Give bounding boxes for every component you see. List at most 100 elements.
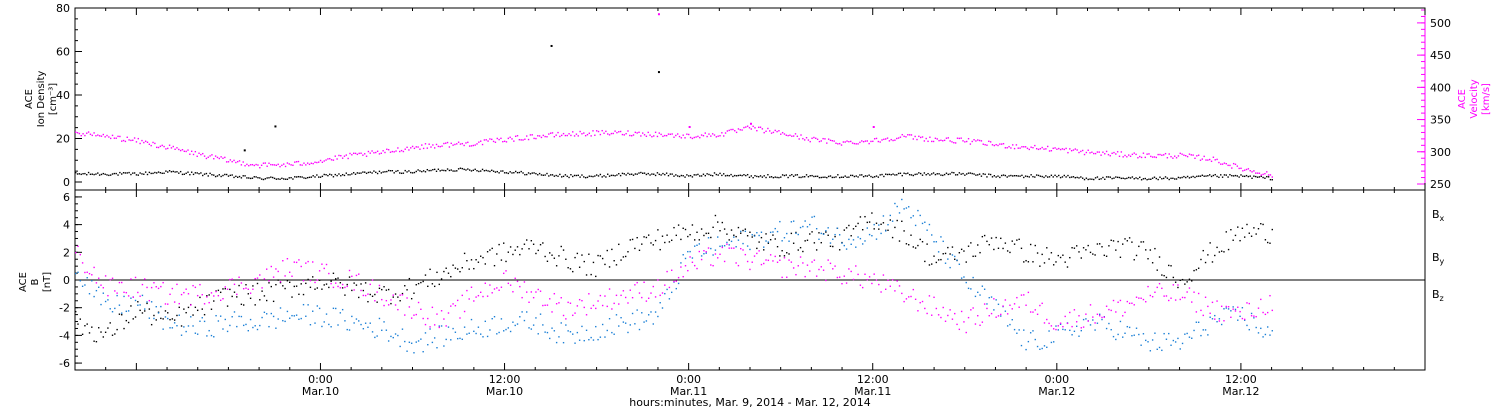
- data-point: [887, 224, 889, 226]
- data-point: [901, 174, 903, 177]
- data-point: [1070, 176, 1073, 178]
- data-point: [1175, 178, 1178, 180]
- data-point: [385, 329, 388, 331]
- data-point: [608, 134, 611, 136]
- data-point: [581, 133, 583, 135]
- data-point: [435, 170, 438, 172]
- data-point: [475, 332, 477, 335]
- data-point: [1262, 223, 1264, 226]
- data-point: [837, 174, 839, 176]
- data-point: [450, 305, 452, 307]
- data-point: [1191, 301, 1193, 303]
- data-point: [675, 287, 677, 290]
- data-point: [811, 174, 813, 177]
- data-point: [792, 242, 795, 244]
- data-point: [345, 172, 348, 174]
- data-point: [217, 320, 220, 322]
- data-point: [850, 235, 852, 237]
- data-point: [804, 139, 806, 141]
- data-point: [318, 161, 320, 163]
- data-point: [473, 267, 475, 270]
- data-point: [1073, 330, 1076, 333]
- data-point: [931, 173, 933, 175]
- data-point: [1225, 231, 1227, 233]
- data-point: [387, 340, 390, 342]
- data-point: [1236, 175, 1239, 177]
- data-point: [106, 174, 108, 176]
- data-point: [1099, 243, 1101, 245]
- data-point: [1149, 350, 1152, 352]
- data-point: [804, 240, 806, 242]
- data-point: [238, 160, 241, 162]
- data-point: [297, 160, 300, 163]
- data-point: [751, 261, 753, 263]
- data-point: [436, 313, 438, 315]
- data-point: [179, 149, 182, 152]
- data-point: [693, 174, 695, 176]
- data-point: [824, 138, 826, 140]
- data-point: [160, 317, 162, 320]
- data-point: [653, 173, 655, 175]
- data-point: [769, 254, 772, 256]
- data-point: [1248, 232, 1250, 234]
- data-point: [172, 170, 174, 173]
- data-point: [885, 288, 887, 290]
- data-point: [1050, 174, 1053, 176]
- data-point: [885, 173, 887, 175]
- data-point: [242, 324, 245, 327]
- data-point: [802, 225, 804, 228]
- data-point: [300, 283, 302, 285]
- data-point: [607, 173, 609, 175]
- b-axis-line-2: B: [30, 278, 41, 285]
- data-point: [840, 176, 843, 178]
- data-point: [1043, 322, 1046, 324]
- data-point: [473, 330, 475, 333]
- data-point: [176, 283, 178, 286]
- data-point: [956, 323, 958, 326]
- data-point: [376, 335, 378, 337]
- data-point: [139, 309, 141, 312]
- data-point: [890, 174, 892, 176]
- data-point: [1126, 325, 1129, 328]
- data-point: [943, 173, 946, 176]
- data-point: [224, 286, 226, 288]
- data-point: [544, 304, 546, 306]
- data-point: [80, 134, 82, 137]
- data-point: [299, 176, 301, 178]
- data-point: [1186, 291, 1188, 293]
- data-point: [1253, 317, 1255, 319]
- data-point: [848, 224, 850, 227]
- data-point: [505, 270, 507, 272]
- data-point: [222, 298, 224, 300]
- data-point: [1013, 243, 1016, 245]
- data-point: [1126, 300, 1129, 303]
- data-point: [187, 171, 189, 173]
- data-point: [270, 285, 272, 288]
- data-point: [293, 315, 296, 317]
- data-point: [1025, 259, 1027, 262]
- data-point: [127, 295, 130, 297]
- data-point: [574, 312, 576, 314]
- data-point: [98, 277, 100, 279]
- data-point: [1161, 154, 1163, 156]
- data-point: [1209, 316, 1211, 318]
- data-point: [855, 265, 857, 267]
- data-point: [98, 174, 101, 176]
- data-point: [859, 237, 862, 240]
- data-point: [252, 285, 254, 287]
- data-point: [659, 302, 661, 304]
- data-point: [1100, 154, 1102, 156]
- data-point: [1107, 153, 1110, 156]
- data-point: [459, 167, 462, 169]
- data-point: [651, 173, 653, 175]
- data-point: [432, 168, 434, 171]
- data-point: [249, 177, 252, 180]
- data-point: [521, 311, 523, 313]
- data-point: [607, 133, 609, 135]
- data-point: [1128, 237, 1131, 239]
- data-point: [125, 310, 128, 313]
- data-point: [141, 139, 143, 142]
- data-point: [523, 319, 526, 322]
- data-point: [1004, 242, 1007, 244]
